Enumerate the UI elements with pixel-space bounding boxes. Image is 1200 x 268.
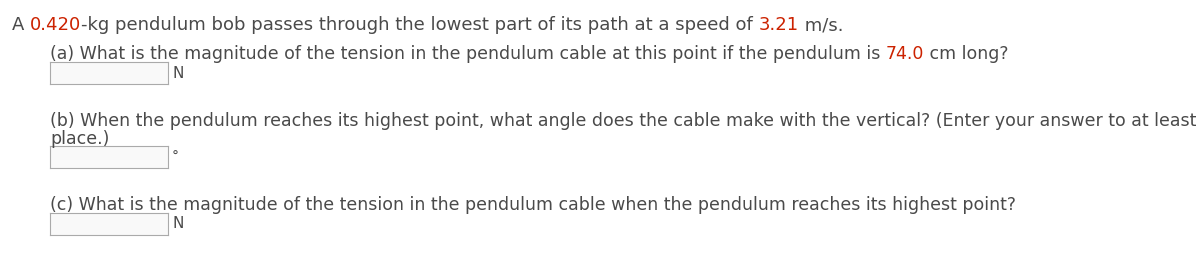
- Text: °: °: [172, 150, 179, 164]
- Text: N: N: [173, 65, 185, 80]
- Text: (b) When the pendulum reaches its highest point, what angle does the cable make : (b) When the pendulum reaches its highes…: [50, 112, 1200, 130]
- Text: -kg pendulum bob passes through the lowest part of its path at a speed of: -kg pendulum bob passes through the lowe…: [82, 16, 758, 34]
- Text: (a) What is the magnitude of the tension in the pendulum cable at this point if : (a) What is the magnitude of the tension…: [50, 45, 886, 63]
- Text: 3.21: 3.21: [758, 16, 799, 34]
- Text: N: N: [172, 217, 184, 232]
- Text: 74.0: 74.0: [886, 45, 924, 63]
- Text: A: A: [12, 16, 30, 34]
- Text: place.): place.): [50, 130, 109, 148]
- Text: 0.420: 0.420: [30, 16, 82, 34]
- Text: cm long?: cm long?: [924, 45, 1009, 63]
- Text: m/s.: m/s.: [799, 16, 844, 34]
- Text: (c) What is the magnitude of the tension in the pendulum cable when the pendulum: (c) What is the magnitude of the tension…: [50, 196, 1016, 214]
